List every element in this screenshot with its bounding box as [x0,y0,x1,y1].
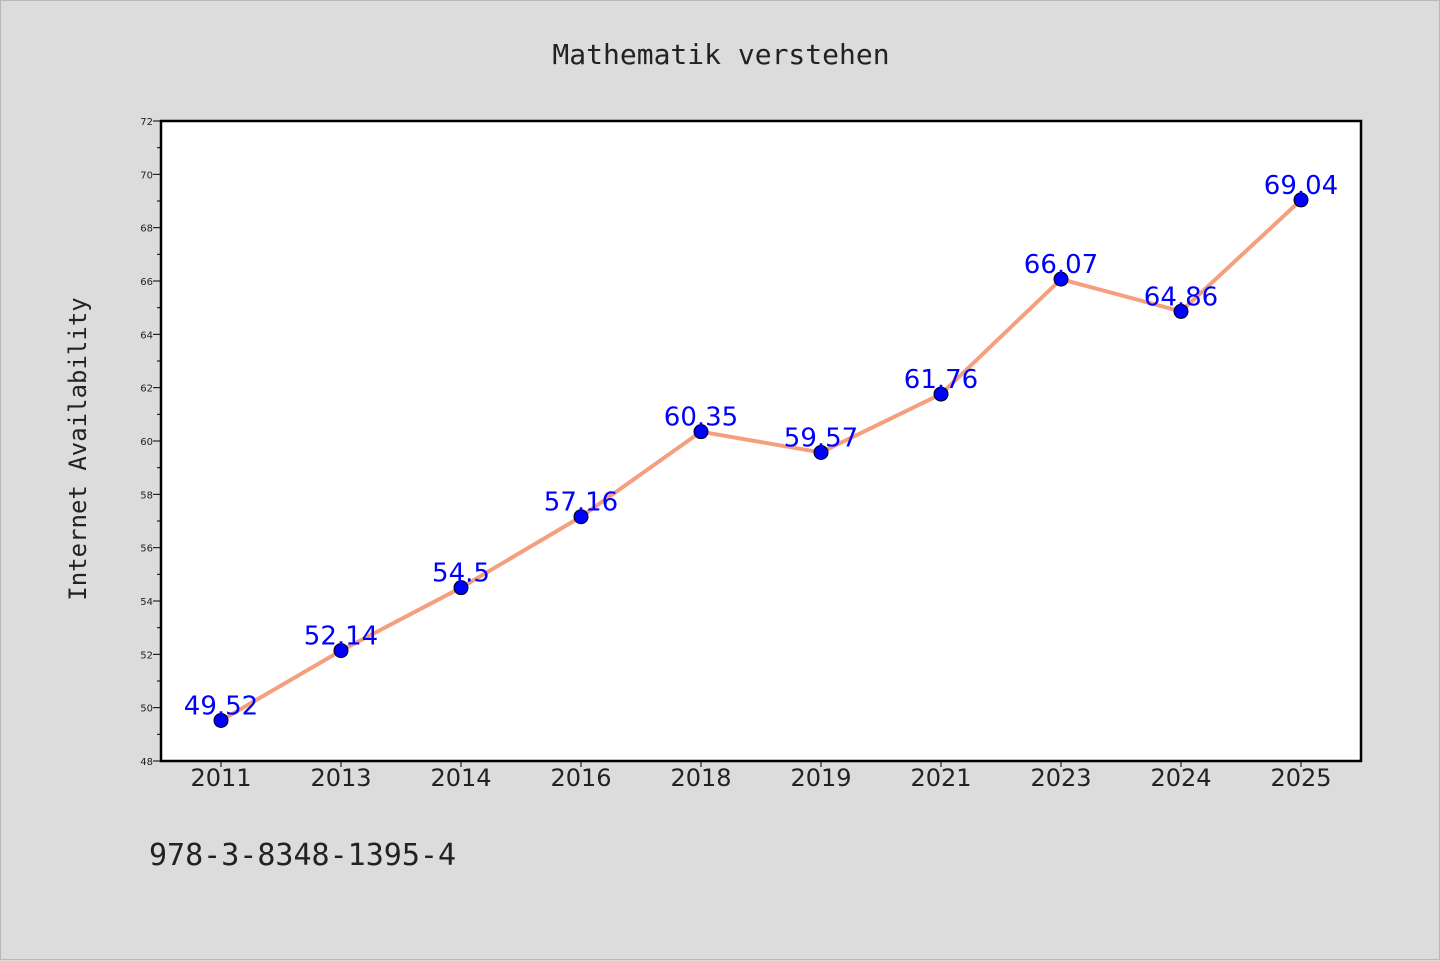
chart-title: Mathematik verstehen [552,38,889,71]
series-layer: 49.52 52.14 54.5 57.16 60.35 59.57 61.76 66.07 6… [184,171,1338,728]
x-tick-label: 2021 [910,764,971,792]
y-tick-label: 62 [140,384,153,395]
x-tick-label: 2025 [1270,764,1331,792]
x-tick-label: 2016 [550,764,611,792]
data-point [333,643,349,659]
data-label: 57.16 [544,488,618,518]
series-line [219,197,1303,723]
y-axis: 48 50 52 54 56 58 60 62 64 66 68 70 72 [140,117,161,768]
y-tick-label: 68 [140,224,153,235]
data-point [813,444,829,460]
y-tick-label: 50 [140,704,153,715]
data-point [1173,303,1189,319]
data-label: 64.86 [1144,282,1218,312]
x-tick-label: 2018 [670,764,731,792]
data-label: 52.14 [304,622,378,652]
x-tick-label: 2011 [190,764,251,792]
y-tick-label: 48 [140,757,153,768]
data-point [573,509,589,525]
x-tick-label: 2014 [430,764,491,792]
data-point [453,580,469,596]
x-tick-label: 2013 [310,764,371,792]
y-tick-label: 60 [140,437,153,448]
data-label: 59.57 [784,423,858,453]
y-tick-label: 52 [140,650,153,661]
footer-isbn: 978-3-8348-1395-4 [149,838,456,873]
y-tick-label: 66 [140,277,153,288]
data-label: 54.5 [432,559,490,589]
y-tick-label: 58 [140,490,153,501]
data-point [213,712,229,728]
data-point [933,386,949,402]
data-label: 49.52 [184,691,258,721]
data-label: 61.76 [904,365,978,395]
x-tick-label: 2019 [790,764,851,792]
data-point [1053,271,1069,287]
y-tick-label: 70 [140,170,153,181]
data-point [693,424,709,440]
data-label: 69.04 [1264,171,1338,201]
y-tick-label: 72 [140,117,153,128]
x-tick-label: 2023 [1030,764,1091,792]
x-tick-label: 2024 [1150,764,1211,792]
plot-border [159,119,1363,763]
x-axis: 2011 2013 2014 2016 2018 2019 2021 2023 2024 2025 [190,761,1332,792]
y-tick-label: 64 [140,330,153,341]
data-label: 60.35 [664,403,738,433]
y-tick-label: 56 [140,544,153,555]
data-point [1293,192,1309,208]
data-label: 66.07 [1024,250,1098,280]
y-tick-label: 54 [140,597,153,608]
y-axis-label: Internet Availability [64,297,92,600]
